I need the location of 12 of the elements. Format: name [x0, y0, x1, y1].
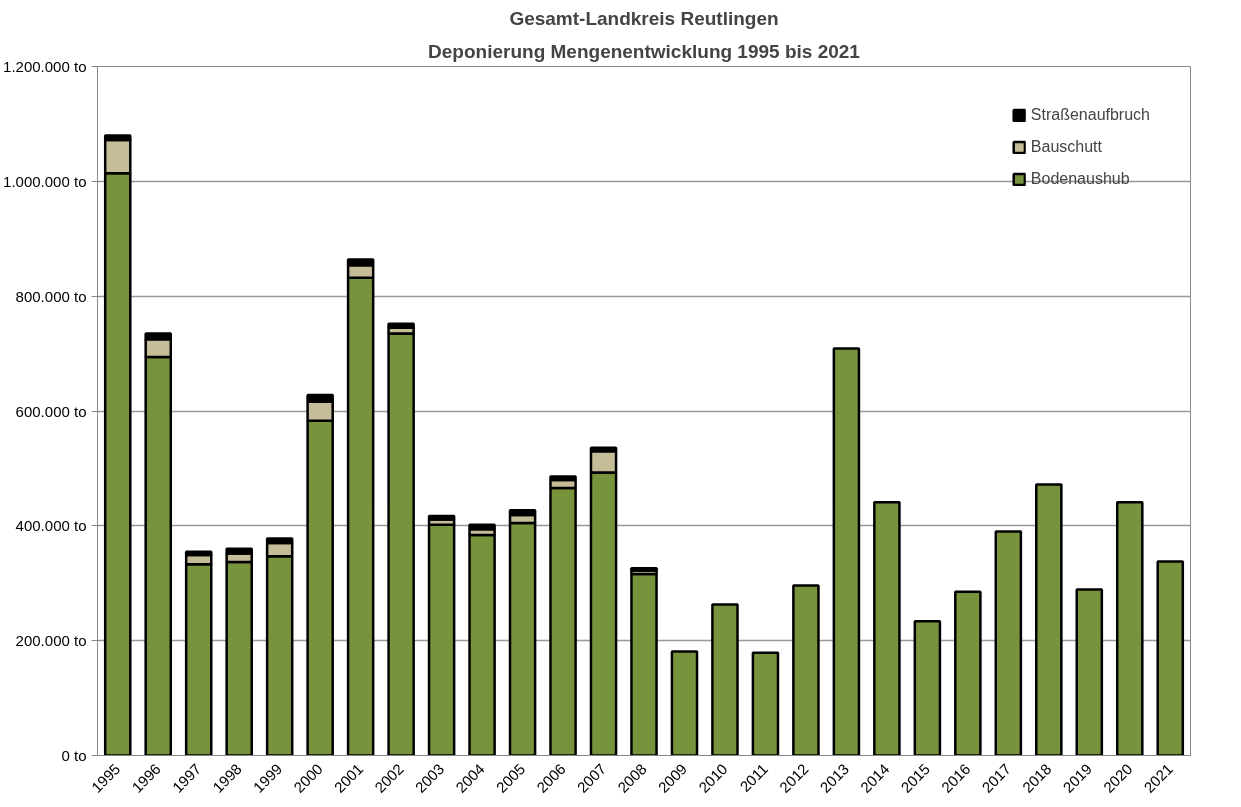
y-tick-label: 1.000.000 to [3, 172, 87, 190]
legend-label: Straßenaufbruch [1030, 106, 1150, 124]
y-tick-label: 1.200.000 to [3, 58, 87, 75]
chart-subtitle: Deponierung Mengenentwicklung 1995 bis 2021 [428, 40, 861, 62]
y-tick-label: 0 to [61, 747, 87, 764]
y-tick-label: 200.000 to [15, 632, 87, 650]
chart-title: Gesamt-Landkreis Reutlingen [509, 7, 779, 29]
y-tick-label: 800.000 to [15, 287, 87, 305]
y-tick-label: 400.000 to [15, 517, 87, 535]
legend-label: Bauschutt [1030, 138, 1102, 156]
legend-label: Bodenaushub [1030, 170, 1130, 188]
y-tick-label: 600.000 to [15, 402, 87, 420]
